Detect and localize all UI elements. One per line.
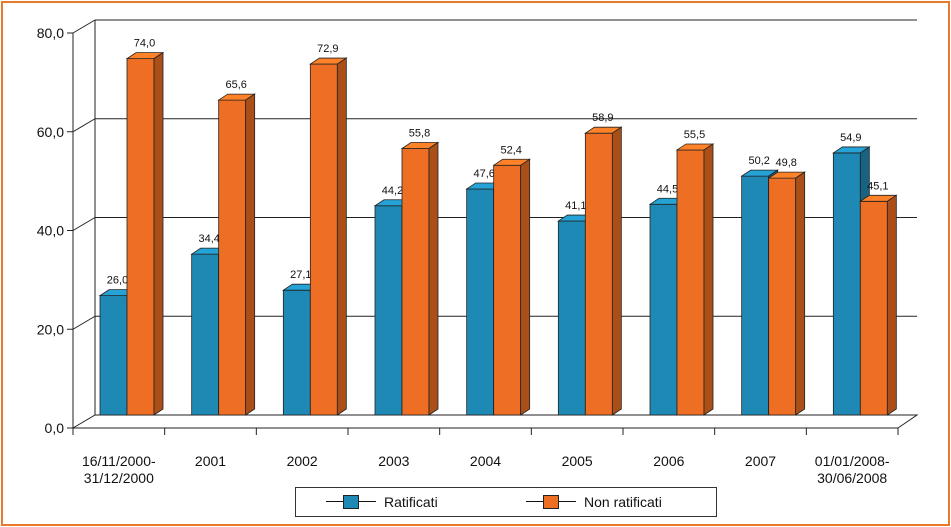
- data-label: 44,2: [382, 185, 403, 197]
- bar-non-ratificati: [493, 164, 522, 416]
- data-label: 34,4: [198, 233, 219, 245]
- bar-non-ratificati: [584, 132, 613, 416]
- bar-side: [703, 143, 714, 416]
- bar-non-ratificati: [768, 177, 797, 416]
- bar-side: [336, 57, 347, 416]
- bar-ratificati: [282, 289, 311, 416]
- bar-side: [795, 171, 806, 416]
- bar-ratificati: [374, 205, 403, 416]
- x-tick-label: 31/12/2000: [84, 470, 154, 486]
- legend-swatch-non-ratificati: [543, 495, 559, 509]
- data-label: 45,1: [867, 180, 888, 192]
- bar-non-ratificati: [126, 58, 155, 416]
- data-label: 72,9: [317, 43, 338, 55]
- bar-ratificati: [741, 175, 770, 416]
- legend-label-ratificati: Ratificati: [384, 494, 438, 510]
- x-tick-label: 2007: [745, 453, 776, 469]
- data-label: 55,8: [409, 127, 430, 139]
- x-tick-label: 2006: [653, 453, 684, 469]
- data-label: 50,2: [748, 155, 769, 167]
- bar-side: [520, 158, 531, 416]
- bar-ratificati: [191, 253, 220, 416]
- data-label: 41,1: [565, 200, 586, 212]
- gridline-side: [72, 217, 96, 231]
- bar-ratificati: [832, 152, 861, 416]
- data-label: 55,5: [684, 129, 705, 141]
- x-tick-label: 30/06/2008: [817, 470, 887, 486]
- bar-ratificati: [99, 295, 128, 416]
- data-label: 52,4: [500, 144, 521, 156]
- bar-ratificati: [649, 203, 678, 416]
- bar-ratificati: [466, 188, 495, 416]
- bar-non-ratificati: [309, 63, 338, 416]
- data-label: 47,6: [473, 168, 494, 180]
- x-tick-label: 2005: [562, 453, 593, 469]
- x-tick-label: 2002: [287, 453, 318, 469]
- bar-side: [886, 194, 897, 416]
- x-tick-label: 2004: [470, 453, 501, 469]
- y-tick-label: 40,0: [37, 223, 64, 239]
- y-tick-label: 0,0: [45, 420, 65, 436]
- data-label: 27,1: [290, 269, 311, 281]
- legend-label-non-ratificati: Non ratificati: [584, 494, 662, 510]
- data-label: 54,9: [840, 132, 861, 144]
- bar-side: [611, 126, 622, 416]
- data-label: 74,0: [134, 38, 155, 50]
- chart-floor: [72, 414, 919, 429]
- x-tick-label: 2003: [378, 453, 409, 469]
- chart-legend: Ratificati Non ratificati: [295, 487, 717, 517]
- gridline-side: [72, 19, 96, 34]
- legend-swatch-ratificati: [343, 495, 359, 509]
- data-label: 49,8: [775, 157, 796, 169]
- bar-non-ratificati: [859, 200, 888, 416]
- data-label: 26,0: [107, 275, 128, 287]
- bar-side: [153, 51, 164, 416]
- bar-side: [428, 141, 439, 416]
- y-tick-label: 60,0: [37, 124, 64, 140]
- data-label: 58,9: [592, 112, 613, 124]
- x-tick-label: 01/01/2008-: [815, 453, 890, 469]
- bar-non-ratificati: [401, 148, 430, 416]
- y-tick-label: 20,0: [37, 321, 64, 337]
- bar-ratificati: [557, 220, 586, 416]
- gridline-side: [72, 118, 96, 133]
- data-label: 44,5: [657, 183, 678, 195]
- bar-non-ratificati: [218, 99, 247, 416]
- bar-non-ratificati: [676, 149, 705, 416]
- x-tick-label: 16/11/2000-: [82, 453, 156, 469]
- x-tick-label: 2001: [195, 453, 226, 469]
- data-label: 65,6: [225, 79, 246, 91]
- y-tick-label: 80,0: [37, 25, 64, 41]
- gridline-side: [72, 315, 96, 330]
- bar-side: [245, 93, 256, 416]
